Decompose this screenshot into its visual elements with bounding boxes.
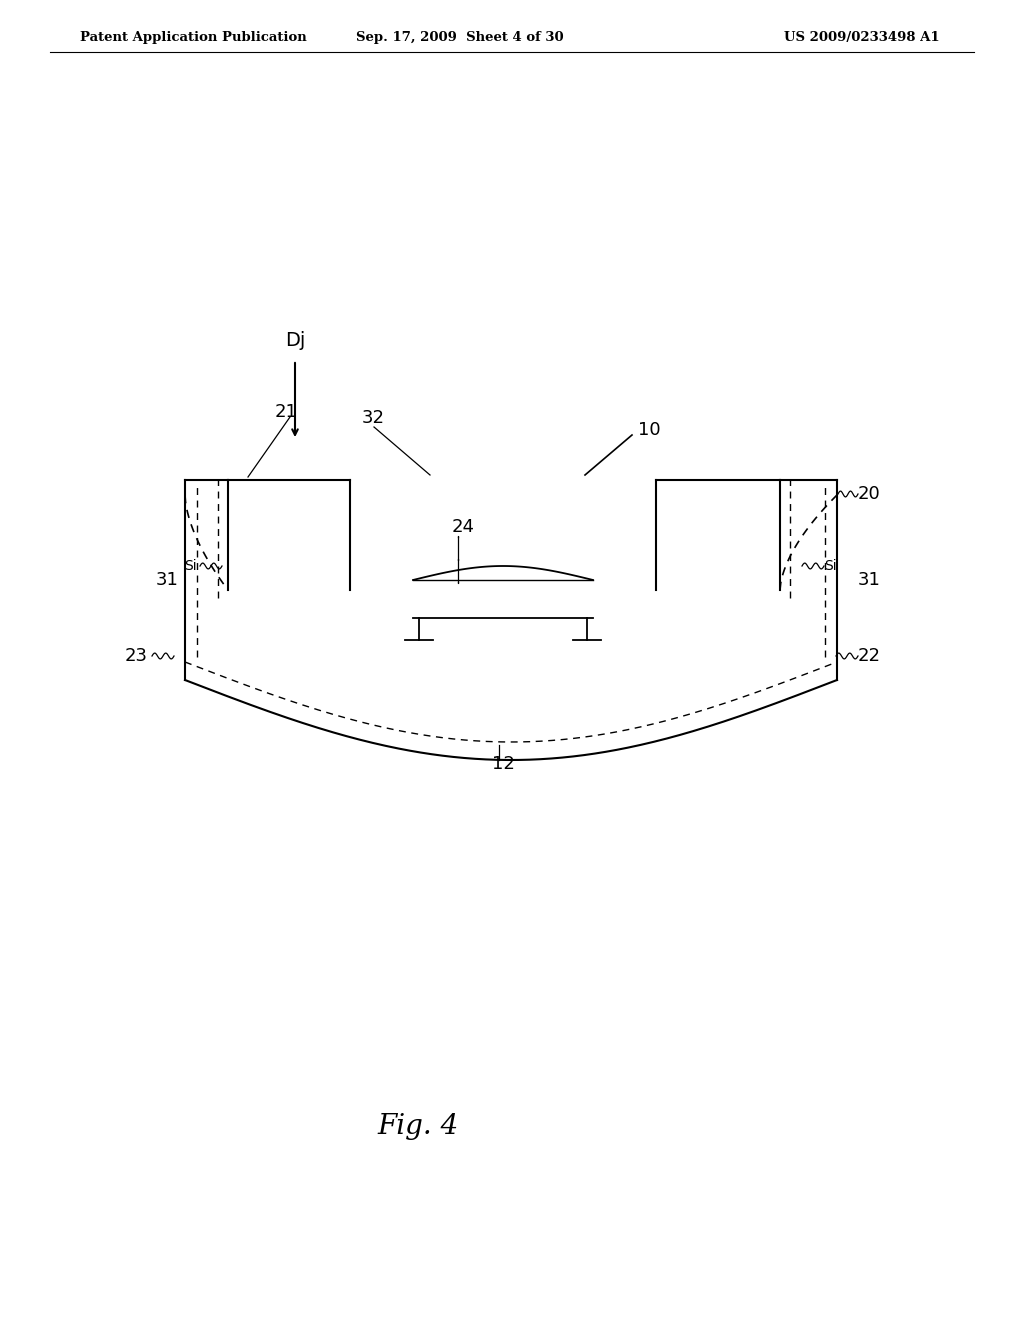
Text: 21: 21 (275, 403, 298, 421)
Text: 31: 31 (156, 572, 179, 589)
Text: 31: 31 (858, 572, 881, 589)
Text: Patent Application Publication: Patent Application Publication (80, 30, 307, 44)
Text: US 2009/0233498 A1: US 2009/0233498 A1 (784, 30, 940, 44)
Text: Dj: Dj (285, 331, 305, 350)
Text: 12: 12 (492, 755, 515, 774)
Text: Si: Si (824, 558, 837, 573)
Text: 32: 32 (362, 409, 385, 426)
Text: 20: 20 (858, 484, 881, 503)
Text: Si: Si (184, 558, 197, 573)
Text: 22: 22 (858, 647, 881, 665)
Text: Sep. 17, 2009  Sheet 4 of 30: Sep. 17, 2009 Sheet 4 of 30 (356, 30, 564, 44)
Text: Fig. 4: Fig. 4 (378, 1114, 459, 1140)
Text: 10: 10 (638, 421, 660, 440)
Text: 23: 23 (125, 647, 148, 665)
Text: 24: 24 (452, 517, 475, 536)
